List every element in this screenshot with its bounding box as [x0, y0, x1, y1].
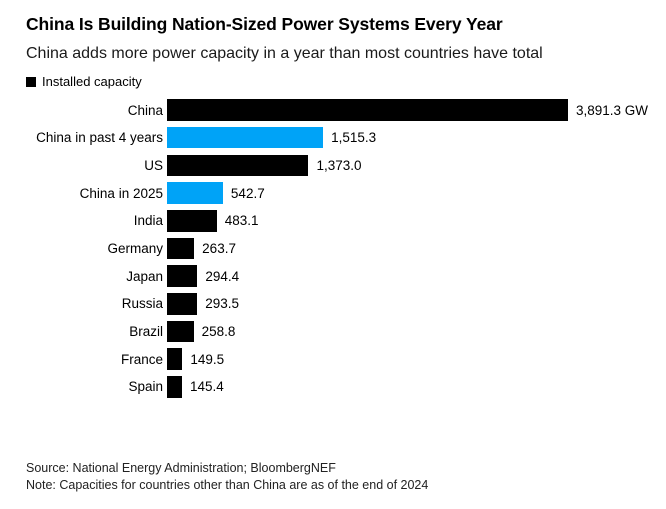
bar	[167, 210, 217, 232]
bar-value-label: 294.4	[205, 268, 240, 284]
footer: Source: National Energy Administration; …	[26, 460, 428, 494]
bar-value-label: 263.7	[202, 240, 236, 256]
bar	[167, 154, 309, 177]
bar-category-label: Russia	[121, 296, 163, 312]
bar-value-label: 483.1	[224, 213, 259, 229]
bar-category-label: France	[120, 351, 163, 367]
bar-row: Germany 263.7	[26, 235, 666, 263]
bar	[167, 293, 198, 315]
footnote: Note: Capacities for countries other tha…	[26, 478, 429, 493]
chart-title: China Is Building Nation-Sized Power Sys…	[26, 14, 503, 34]
bar-category-label: Spain	[128, 379, 163, 395]
legend-swatch-icon	[26, 76, 36, 87]
bar	[167, 348, 183, 370]
bar-value-label: 542.7	[230, 185, 265, 201]
bar	[167, 237, 195, 260]
bar	[167, 376, 182, 398]
bar-row: China 3,891.3 GW	[26, 96, 666, 124]
bar-category-label: Brazil	[129, 324, 163, 340]
bar-chart: China 3,891.3 GW China in past 4 years 1,51…	[26, 96, 666, 401]
legend-label: Installed capacity	[42, 74, 142, 90]
bar-row: India 483.1	[26, 207, 666, 235]
bar-row: Russia 293.5	[26, 290, 666, 318]
bar-row: China in 2025 542.7	[26, 179, 666, 207]
bar-category-label: China in past 4 years	[36, 130, 163, 146]
bar-category-label: India	[133, 213, 163, 229]
bar	[167, 99, 568, 121]
bar-row: Brazil 258.8	[26, 318, 666, 346]
chart-subtitle: China adds more power capacity in a year…	[26, 45, 543, 62]
bar-row: Spain 145.4	[26, 373, 666, 401]
legend: Installed capacity	[26, 74, 666, 89]
bar	[167, 182, 223, 204]
bar-value-label: 1,515.3	[331, 130, 377, 146]
bar-category-label: China in 2025	[79, 185, 163, 201]
bar-value-label: 3,891.3 GW	[576, 102, 649, 118]
bar-category-label: China	[127, 102, 163, 118]
source-note: Source: National Energy Administration; …	[26, 461, 336, 476]
bar	[167, 126, 324, 149]
bar	[167, 265, 198, 287]
bar-row: US 1,373.0	[26, 152, 666, 180]
bar-value-label: 149.5	[190, 351, 225, 367]
bar-row: France 149.5	[26, 345, 666, 373]
bar-category-label: US	[144, 157, 163, 173]
bar-value-label: 145.4	[189, 379, 224, 395]
bar-category-label: Japan	[126, 268, 163, 284]
bar-row: China in past 4 years 1,515.3	[26, 124, 666, 152]
bar-value-label: 293.5	[205, 296, 240, 312]
bar-category-label: Germany	[107, 240, 163, 256]
bar-row: Japan 294.4	[26, 262, 666, 290]
bar-value-label: 258.8	[201, 324, 236, 340]
bar-value-label: 1,373.0	[316, 157, 362, 173]
bar	[167, 320, 194, 343]
